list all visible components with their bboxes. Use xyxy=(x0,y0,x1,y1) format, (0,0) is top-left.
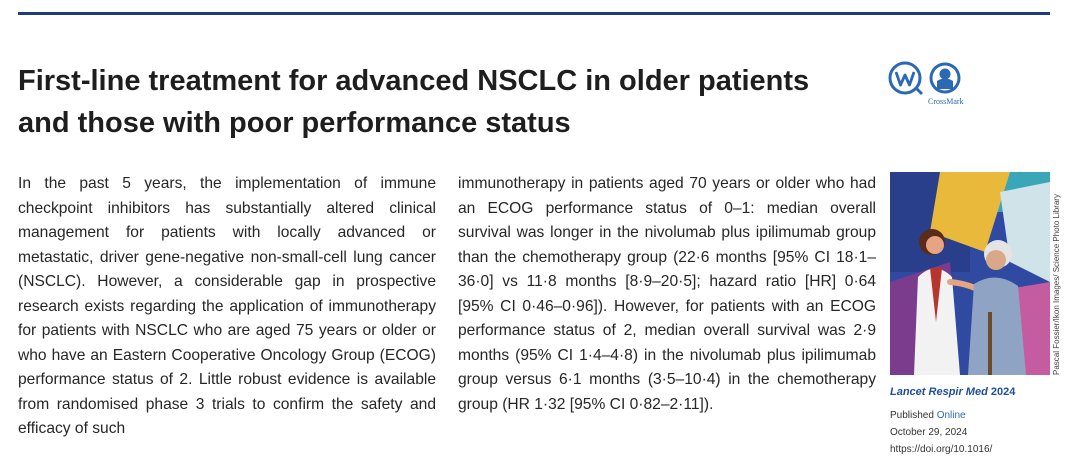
journal-citation: Lancet Respir Med 2024 xyxy=(890,386,1015,398)
doctor-face xyxy=(926,236,944,254)
patient-face xyxy=(986,250,1006,270)
journal-year: 2024 xyxy=(990,386,1016,398)
crossmark-icon[interactable] xyxy=(929,62,961,94)
art-light-panel xyxy=(1000,182,1050,282)
body-column-1: In the past 5 years, the implementation … xyxy=(18,175,436,437)
article-title: First-line treatment for advanced NSCLC … xyxy=(18,65,810,139)
badge-logos xyxy=(888,61,961,96)
doctor-coat xyxy=(914,268,960,375)
top-rule xyxy=(18,12,1050,15)
art-yellow-shape xyxy=(930,172,1010,252)
patient-cane xyxy=(988,312,992,375)
w-comment-icon[interactable] xyxy=(888,61,924,96)
image-credit: Pascal Fossier/Ikon Images/ Science Phot… xyxy=(1052,194,1061,375)
published-prefix: Published xyxy=(890,410,934,421)
article-illustration xyxy=(890,172,1050,375)
body-column-2: immunotherapy in patients aged 70 years … xyxy=(458,175,876,413)
patient-body xyxy=(968,277,1026,375)
published-line: Published Online xyxy=(890,407,992,424)
publication-info: Published Online October 29, 2024 https:… xyxy=(890,407,992,458)
published-date: October 29, 2024 xyxy=(890,427,968,438)
crossmark-label: CrossMark xyxy=(928,97,964,106)
published-online: Online xyxy=(936,410,966,421)
doi-link[interactable]: https://doi.org/10.1016/ xyxy=(890,444,993,455)
journal-name: Lancet Respir Med xyxy=(890,386,988,398)
doctor-shirt xyxy=(930,268,942,322)
